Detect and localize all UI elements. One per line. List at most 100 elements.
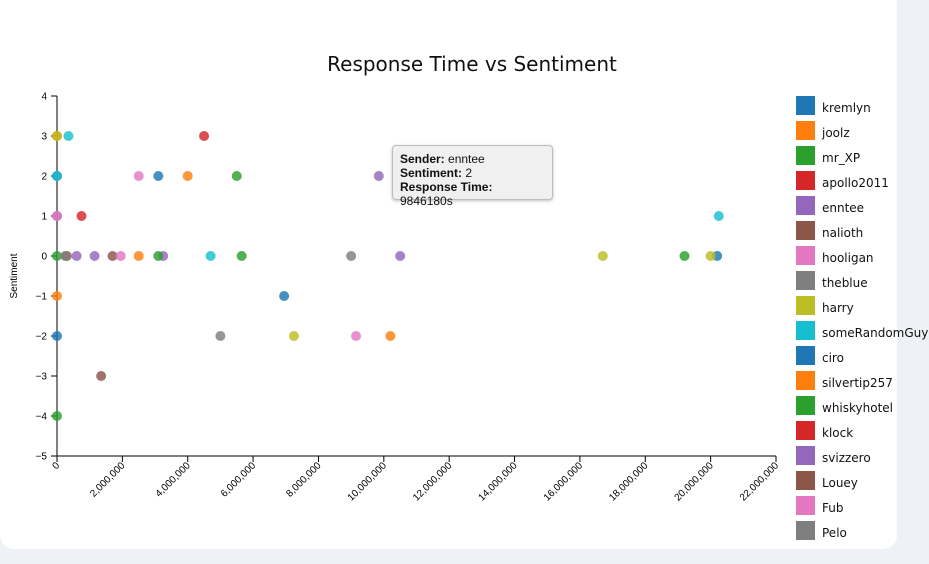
y-tick-label: −1 [36, 292, 48, 303]
x-tick-label: 20,000,000 [673, 460, 716, 503]
x-tick-label: 14,000,000 [476, 460, 519, 503]
data-point [115, 251, 126, 261]
legend-swatch [796, 346, 815, 365]
tooltip-response-row: Response Time: 9846180s [400, 180, 545, 208]
legend-label: someRandomGuy [822, 326, 929, 340]
tooltip-response-label: Response Time: [400, 180, 493, 194]
tooltip-sentiment-label: Sentiment: [400, 166, 463, 180]
data-point [76, 211, 87, 221]
data-point [153, 251, 164, 261]
legend-label: silvertip257 [822, 376, 893, 390]
data-point [288, 331, 299, 341]
chart-title: Response Time vs Sentiment [327, 52, 617, 76]
data-point [351, 331, 362, 341]
legend-label: nalioth [822, 226, 864, 240]
y-tick-label: −2 [36, 332, 48, 343]
tooltip-response-value: 9846180s [400, 194, 453, 208]
tooltip-sender-row: Sender: enntee [400, 152, 545, 166]
data-point [133, 171, 144, 181]
data-point [52, 291, 62, 301]
data-point [713, 211, 724, 221]
legend-label: ciro [822, 351, 844, 365]
data-point [205, 251, 216, 261]
legend-label: enntee [822, 201, 865, 215]
data-point [133, 251, 144, 261]
y-tick-label: 0 [41, 252, 47, 263]
legend-label: harry [822, 301, 854, 315]
legend-swatch [796, 271, 815, 290]
x-tick-label: 18,000,000 [607, 460, 650, 503]
data-point [89, 251, 100, 261]
data-point [395, 251, 406, 261]
x-tick-label: 0 [50, 460, 62, 472]
tooltip-sentiment-row: Sentiment: 2 [400, 166, 545, 180]
tooltip: Sender: enntee Sentiment: 2 Response Tim… [392, 145, 553, 208]
y-tick-label: 1 [41, 212, 47, 223]
data-point [385, 331, 396, 341]
legend-swatch [796, 496, 815, 515]
data-point [346, 251, 357, 261]
legend-label: Fub [822, 501, 844, 515]
legend-label: klock [822, 426, 854, 440]
x-tick-label: 10,000,000 [346, 460, 389, 503]
data-point [182, 171, 193, 181]
data-point [71, 251, 82, 261]
legend-swatch [796, 521, 815, 540]
legend-swatch [796, 421, 815, 440]
data-point [52, 131, 62, 141]
data-point [63, 131, 74, 141]
data-point [52, 211, 62, 221]
legend-swatch [796, 221, 815, 240]
tooltip-sentiment-value: 2 [465, 166, 473, 180]
legend-swatch [796, 446, 815, 465]
legend-swatch [796, 171, 815, 190]
y-tick-label: −5 [36, 452, 48, 463]
legend-swatch [796, 296, 815, 315]
y-tick-label: 4 [41, 92, 47, 103]
legend-label: mr_XP [822, 151, 861, 165]
legend-label: theblue [822, 276, 868, 290]
y-tick-label: 3 [41, 132, 47, 143]
chart-card [0, 0, 897, 549]
y-axis-label: Sentiment [9, 253, 20, 298]
tooltip-sender-value: enntee [448, 152, 485, 166]
data-point [679, 251, 690, 261]
data-point [231, 171, 242, 181]
data-point [373, 171, 384, 181]
x-tick-label: 8,000,000 [284, 460, 324, 500]
legend-label: hooligan [822, 251, 874, 265]
x-tick-label: 12,000,000 [411, 460, 454, 503]
legend-swatch [796, 196, 815, 215]
legend-swatch [796, 471, 815, 490]
y-tick-label: −4 [36, 412, 48, 423]
data-point [96, 371, 107, 381]
data-point [60, 251, 71, 261]
tooltip-sender-label: Sender: [400, 152, 445, 166]
data-point [199, 131, 210, 141]
data-point [705, 251, 716, 261]
legend-label: whiskyhotel [822, 401, 893, 415]
legend-swatch [796, 146, 815, 165]
data-point [52, 251, 62, 261]
data-point [215, 331, 226, 341]
legend-swatch [796, 121, 815, 140]
legend-label: kremlyn [822, 101, 871, 115]
data-point [597, 251, 608, 261]
x-tick-label: 22,000,000 [738, 460, 781, 503]
x-tick-label: 6,000,000 [219, 460, 259, 500]
legend-swatch [796, 246, 815, 265]
data-point [279, 291, 290, 301]
data-point [52, 331, 62, 341]
data-point [52, 411, 62, 421]
legend-swatch [796, 396, 815, 415]
legend-label: joolz [822, 126, 850, 140]
data-point [52, 171, 62, 181]
legend-label: Pelo [822, 526, 847, 540]
legend-swatch [796, 371, 815, 390]
legend-label: svizzero [822, 451, 871, 465]
data-point [107, 251, 118, 261]
x-tick-label: 2,000,000 [88, 460, 128, 500]
data-point [153, 171, 164, 181]
legend-swatch [796, 321, 815, 340]
